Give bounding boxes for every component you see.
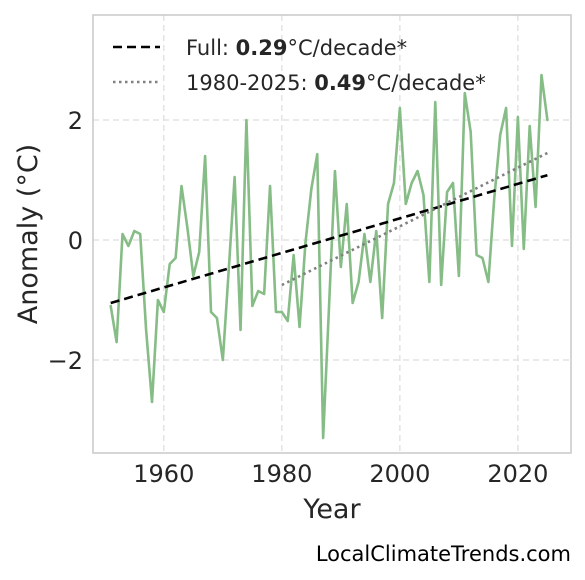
anomaly-series-line — [109, 73, 549, 440]
y-tick-label: 2 — [68, 107, 83, 135]
legend-label-recent: 1980-2025: 0.49°C/decade* — [186, 71, 486, 95]
recent-trend-line — [281, 151, 548, 287]
credit-text: LocalClimateTrends.com — [316, 542, 571, 566]
x-tick-label: 1960 — [133, 460, 194, 488]
y-tick-labels: −2 0 2 — [48, 107, 83, 375]
x-tick-label: 1980 — [251, 460, 312, 488]
full-trend-line — [110, 173, 548, 305]
x-gridlines — [163, 15, 519, 453]
plot-frame — [92, 14, 572, 454]
legend-full-suffix: °C/decade* — [288, 36, 408, 60]
x-tick-label: 2020 — [487, 460, 548, 488]
series-layer — [109, 73, 549, 440]
legend-full-prefix: Full: — [186, 36, 236, 60]
x-tick-labels: 1960 1980 2000 2020 — [133, 460, 548, 488]
legend: Full: 0.29°C/decade* 1980-2025: 0.49°C/d… — [113, 36, 486, 95]
legend-recent-suffix: °C/decade* — [366, 71, 486, 95]
x-tick-label: 2000 — [369, 460, 430, 488]
legend-label-full: Full: 0.29°C/decade* — [186, 36, 407, 60]
y-axis-title: Anomaly (°C) — [13, 144, 44, 324]
legend-full-value: 0.29 — [236, 36, 288, 60]
x-axis-title: Year — [302, 494, 361, 525]
y-tick-label: −2 — [48, 347, 83, 375]
legend-recent-value: 0.49 — [314, 71, 366, 95]
y-tick-label: 0 — [68, 227, 83, 255]
legend-recent-prefix: 1980-2025: — [186, 71, 314, 95]
